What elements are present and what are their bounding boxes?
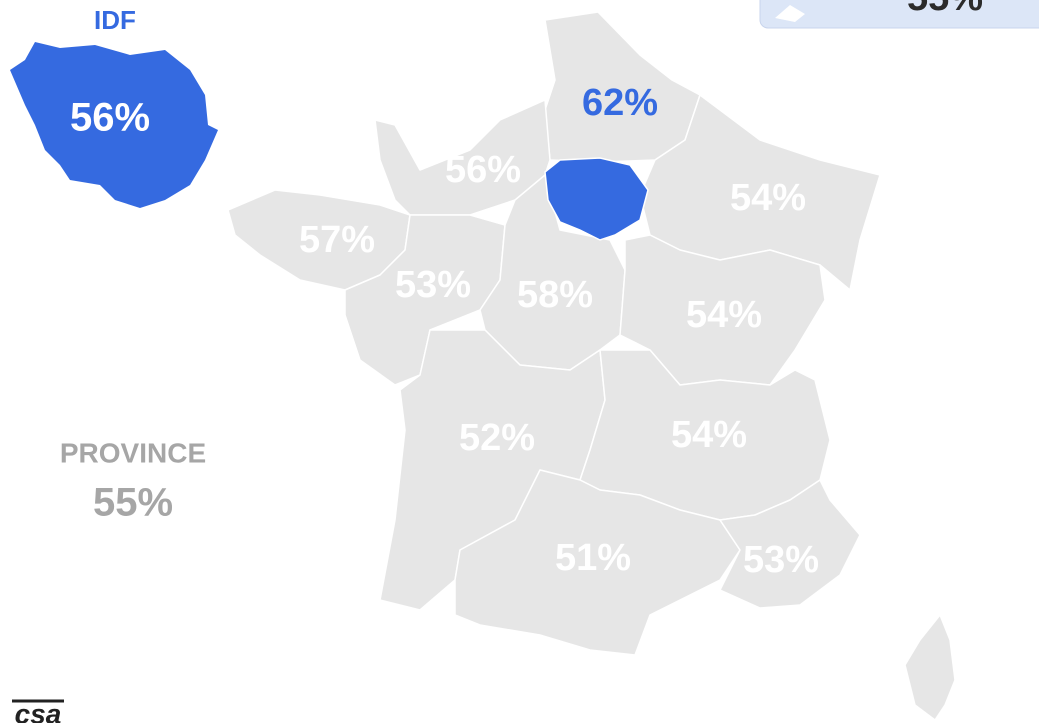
- idf-inset: IDF 56%: [10, 5, 218, 208]
- region-label: 62%: [582, 82, 658, 124]
- province-title: PROVINCE: [60, 437, 206, 468]
- top-right-box: 55%: [759, 0, 1039, 29]
- icon: [775, 5, 805, 22]
- province: PROVINCE 55%: [60, 437, 206, 524]
- logo-text: csa: [15, 698, 62, 723]
- france: [227, 11, 956, 721]
- region-label: 58%: [517, 274, 593, 316]
- region-label: 54%: [671, 414, 747, 456]
- box: [759, 0, 1039, 29]
- region-label: 53%: [743, 539, 819, 581]
- corsica: [904, 614, 956, 721]
- province-value: 55%: [93, 481, 173, 525]
- region-label: 57%: [299, 219, 375, 261]
- region: [454, 469, 741, 656]
- region-label: 53%: [395, 264, 471, 306]
- region-label: 54%: [730, 177, 806, 219]
- region-label: 52%: [459, 417, 535, 459]
- idf-region: [544, 157, 649, 241]
- idf-value: 56%: [70, 96, 150, 140]
- region-labels: 62% 56% 57% 53% 58% 54% 54% 52% 54% 51% …: [299, 82, 819, 581]
- idf-shape: [10, 42, 218, 208]
- region: [719, 479, 861, 609]
- idf-title: IDF: [94, 5, 136, 35]
- region: [619, 234, 826, 386]
- region-label: 51%: [555, 537, 631, 579]
- region-label: 54%: [686, 294, 762, 336]
- logo: csa: [12, 698, 64, 723]
- box-value: 55%: [907, 0, 983, 19]
- region-label: 56%: [445, 149, 521, 191]
